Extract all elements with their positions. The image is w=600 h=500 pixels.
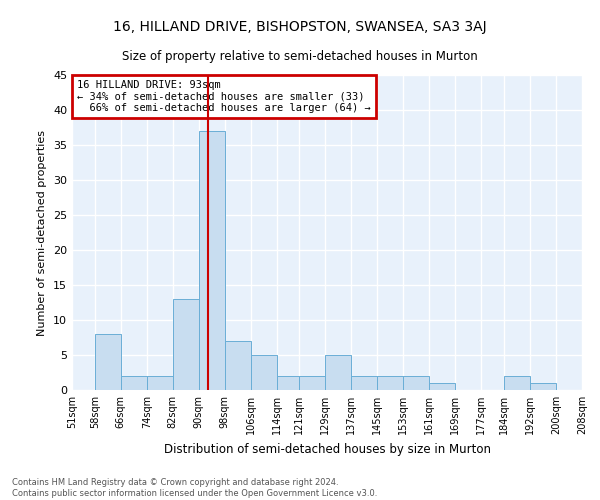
- Text: Contains HM Land Registry data © Crown copyright and database right 2024.
Contai: Contains HM Land Registry data © Crown c…: [12, 478, 377, 498]
- Bar: [251, 355, 277, 390]
- Bar: [147, 376, 173, 390]
- Bar: [430, 383, 455, 390]
- Text: Size of property relative to semi-detached houses in Murton: Size of property relative to semi-detach…: [122, 50, 478, 63]
- Text: 16, HILLAND DRIVE, BISHOPSTON, SWANSEA, SA3 3AJ: 16, HILLAND DRIVE, BISHOPSTON, SWANSEA, …: [113, 20, 487, 34]
- Bar: [299, 376, 325, 390]
- Bar: [199, 131, 224, 390]
- Bar: [530, 383, 556, 390]
- X-axis label: Distribution of semi-detached houses by size in Murton: Distribution of semi-detached houses by …: [163, 442, 491, 456]
- Bar: [403, 376, 430, 390]
- Bar: [352, 376, 377, 390]
- Bar: [325, 355, 352, 390]
- Bar: [95, 334, 121, 390]
- Bar: [121, 376, 147, 390]
- Y-axis label: Number of semi-detached properties: Number of semi-detached properties: [37, 130, 47, 336]
- Bar: [224, 341, 251, 390]
- Bar: [173, 299, 199, 390]
- Bar: [504, 376, 530, 390]
- Bar: [277, 376, 299, 390]
- Text: 16 HILLAND DRIVE: 93sqm
← 34% of semi-detached houses are smaller (33)
  66% of : 16 HILLAND DRIVE: 93sqm ← 34% of semi-de…: [77, 80, 371, 113]
- Bar: [377, 376, 403, 390]
